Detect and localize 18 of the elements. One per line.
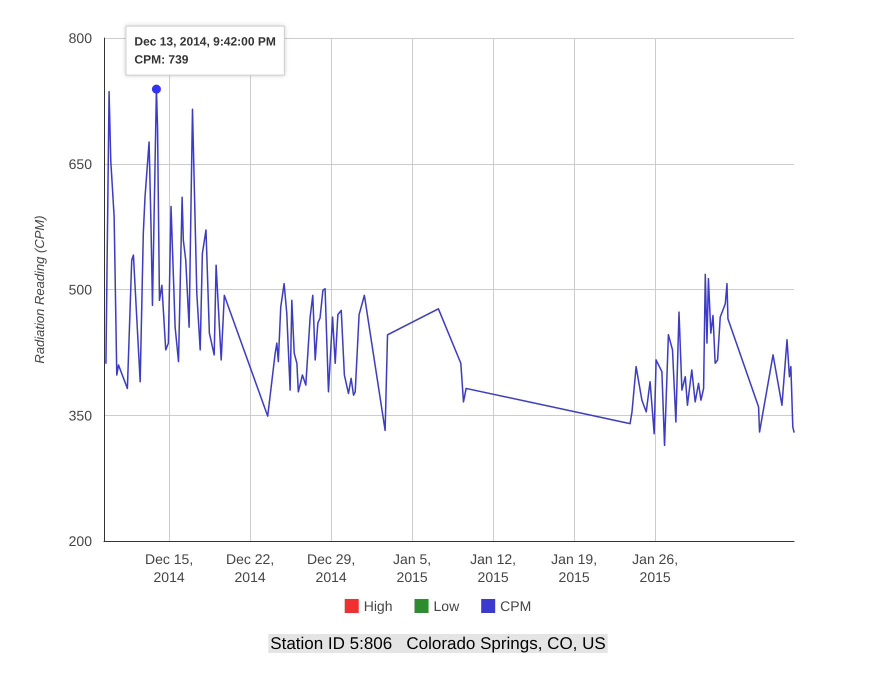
y-axis-title: Radiation Reading (CPM) bbox=[32, 215, 47, 364]
legend-label: Low bbox=[434, 598, 460, 614]
text: Station ID 5:806 Colorado Springs, CO, US bbox=[270, 634, 606, 653]
y-tick-label: 800 bbox=[68, 30, 92, 46]
legend-label: High bbox=[364, 598, 393, 614]
y-tick-label: 500 bbox=[68, 282, 92, 298]
y-tick-label: 200 bbox=[68, 533, 92, 549]
y-tick-label: 350 bbox=[68, 407, 92, 424]
y-tick-label: 650 bbox=[68, 156, 92, 172]
x-tick-label: Dec 29, 2014 bbox=[306, 551, 356, 585]
annotation: Dec 13, 2014, 9:42:00 PM CPM: 739 bbox=[134, 34, 276, 67]
x-tick-label: Dec 15, 2014 bbox=[144, 551, 194, 585]
legend-label: CPM bbox=[500, 598, 532, 614]
x-tick-label: Jan 19, 2015 bbox=[551, 551, 598, 585]
x-tick-label: Jan 26, 2015 bbox=[632, 551, 678, 585]
x-tick-label: Jan 5, 2015 bbox=[393, 551, 432, 585]
x-tick-label: Dec 22, 2014 bbox=[226, 551, 274, 585]
x-tick-label: Jan 12, 2015 bbox=[470, 551, 516, 585]
